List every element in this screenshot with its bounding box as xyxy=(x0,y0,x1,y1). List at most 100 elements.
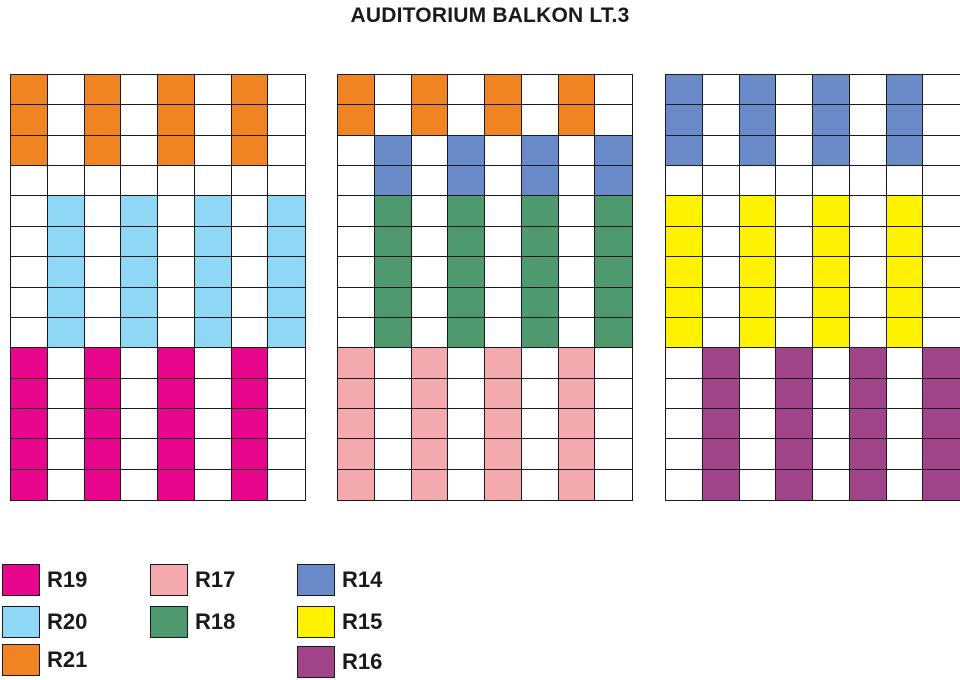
seat-r21 xyxy=(231,105,269,136)
seat-r14 xyxy=(448,135,485,167)
seat-r16 xyxy=(923,439,960,470)
seat-r14 xyxy=(521,166,559,197)
seat-r20 xyxy=(47,226,85,258)
seat-empty xyxy=(776,317,813,349)
seat-r18 xyxy=(374,287,412,318)
seat-empty xyxy=(411,226,449,258)
seat-r20 xyxy=(268,196,305,227)
seat-empty xyxy=(813,348,850,379)
seat-r15 xyxy=(666,196,703,227)
seat-empty xyxy=(11,317,48,349)
seat-r19 xyxy=(231,439,269,470)
seat-r18 xyxy=(448,196,485,227)
seat-r15 xyxy=(666,317,703,349)
seat-r20 xyxy=(194,226,232,258)
seat-r19 xyxy=(84,469,122,500)
seat-r16 xyxy=(702,378,740,409)
seat-empty xyxy=(47,439,85,470)
seat-empty xyxy=(702,135,740,167)
seat-empty xyxy=(411,196,449,227)
seat-empty xyxy=(521,105,559,136)
seat-r20 xyxy=(47,257,85,288)
seat-r16 xyxy=(702,348,740,379)
seat-r18 xyxy=(521,196,559,227)
seat-empty xyxy=(849,257,887,288)
seat-r21 xyxy=(158,105,195,136)
seat-r15 xyxy=(739,317,777,349)
seat-r20 xyxy=(121,226,158,258)
seat-r21 xyxy=(485,105,522,136)
seat-r20 xyxy=(121,287,158,318)
seat-empty xyxy=(666,408,703,440)
seat-empty xyxy=(485,287,522,318)
seat-r16 xyxy=(849,439,887,470)
legend-swatch-r19 xyxy=(2,564,40,596)
seat-empty xyxy=(84,226,122,258)
seat-r17 xyxy=(485,378,522,409)
seat-empty xyxy=(338,226,375,258)
seat-r14 xyxy=(739,75,777,106)
seat-empty xyxy=(849,135,887,167)
seat-empty xyxy=(558,287,596,318)
seat-r19 xyxy=(158,408,195,440)
seat-empty xyxy=(411,257,449,288)
seat-empty xyxy=(521,439,559,470)
seat-empty xyxy=(47,135,85,167)
seat-empty xyxy=(448,105,485,136)
seat-empty xyxy=(666,439,703,470)
legend-label-r16: R16 xyxy=(342,649,383,674)
seat-empty xyxy=(448,469,485,500)
seat-empty xyxy=(194,135,232,167)
seat-empty xyxy=(158,287,195,318)
seat-r16 xyxy=(702,408,740,440)
seat-r21 xyxy=(84,75,122,106)
seat-r21 xyxy=(84,135,122,167)
seat-empty xyxy=(448,378,485,409)
seat-r15 xyxy=(739,196,777,227)
seat-empty xyxy=(11,196,48,227)
seat-empty xyxy=(813,469,850,500)
seat-empty xyxy=(776,196,813,227)
seat-r18 xyxy=(374,196,412,227)
seat-empty xyxy=(702,317,740,349)
seat-empty xyxy=(194,439,232,470)
seat-r21 xyxy=(231,135,269,167)
seat-r17 xyxy=(338,378,375,409)
seat-empty xyxy=(194,378,232,409)
seat-empty xyxy=(702,166,740,197)
seat-r20 xyxy=(47,287,85,318)
seat-r16 xyxy=(849,469,887,500)
seat-empty xyxy=(158,257,195,288)
seat-empty xyxy=(231,287,269,318)
seat-r21 xyxy=(11,135,48,167)
seat-empty xyxy=(374,75,412,106)
seat-empty xyxy=(11,287,48,318)
legend-swatch-r17 xyxy=(150,564,188,596)
seat-empty xyxy=(923,135,960,167)
seat-r16 xyxy=(776,469,813,500)
seat-empty xyxy=(194,166,232,197)
seat-empty xyxy=(374,408,412,440)
seat-empty xyxy=(776,75,813,106)
seat-empty xyxy=(558,166,596,197)
seat-empty xyxy=(338,135,375,167)
seat-r17 xyxy=(558,378,596,409)
seat-r17 xyxy=(485,348,522,379)
seat-r17 xyxy=(558,348,596,379)
seat-r15 xyxy=(886,257,924,288)
seat-empty xyxy=(776,135,813,167)
seat-r14 xyxy=(739,105,777,136)
seat-empty xyxy=(11,166,48,197)
seat-empty xyxy=(849,317,887,349)
seat-empty xyxy=(886,439,924,470)
seat-empty xyxy=(702,257,740,288)
seat-r15 xyxy=(886,226,924,258)
seat-empty xyxy=(739,439,777,470)
seat-r21 xyxy=(411,75,449,106)
seat-empty xyxy=(813,166,850,197)
seat-empty xyxy=(374,105,412,136)
seat-r17 xyxy=(338,348,375,379)
seat-r17 xyxy=(558,408,596,440)
seat-r16 xyxy=(923,378,960,409)
seat-empty xyxy=(268,75,305,106)
